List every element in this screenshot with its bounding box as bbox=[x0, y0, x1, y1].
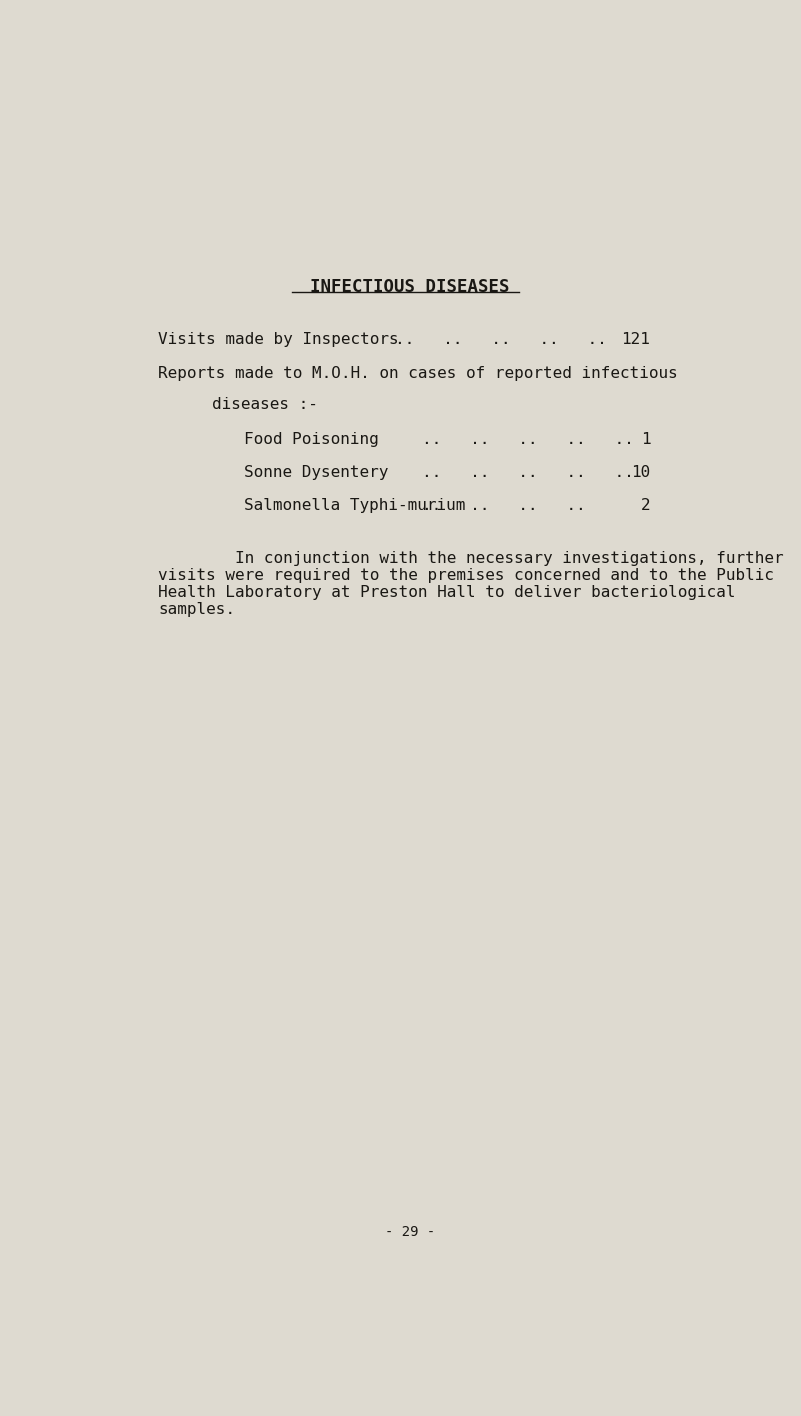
Text: Reports made to M.O.H. on cases of reported infectious: Reports made to M.O.H. on cases of repor… bbox=[159, 367, 678, 381]
Text: Food Poisoning: Food Poisoning bbox=[244, 432, 378, 446]
Text: - 29 -: - 29 - bbox=[385, 1225, 435, 1239]
Text: ..   ..   ..   ..: .. .. .. .. bbox=[422, 498, 586, 513]
Text: ..   ..   ..   ..   ..: .. .. .. .. .. bbox=[422, 432, 634, 446]
Text: visits were required to the premises concerned and to the Public: visits were required to the premises con… bbox=[159, 568, 775, 583]
Text: Sonne Dysentery: Sonne Dysentery bbox=[244, 464, 388, 480]
Text: 10: 10 bbox=[631, 464, 650, 480]
Text: Health Laboratory at Preston Hall to deliver bacteriological: Health Laboratory at Preston Hall to del… bbox=[159, 585, 736, 600]
Text: samples.: samples. bbox=[159, 602, 235, 617]
Text: INFECTIOUS DISEASES: INFECTIOUS DISEASES bbox=[310, 278, 510, 296]
Text: ..   ..   ..   ..   ..: .. .. .. .. .. bbox=[422, 464, 634, 480]
Text: Visits made by Inspectors: Visits made by Inspectors bbox=[159, 331, 399, 347]
Text: 121: 121 bbox=[622, 331, 650, 347]
Text: In conjunction with the necessary investigations, further: In conjunction with the necessary invest… bbox=[159, 551, 784, 566]
Text: Salmonella Typhi-murium: Salmonella Typhi-murium bbox=[244, 498, 465, 513]
Text: ..   ..   ..   ..   ..: .. .. .. .. .. bbox=[395, 331, 606, 347]
Text: 1: 1 bbox=[641, 432, 650, 446]
Text: 2: 2 bbox=[641, 498, 650, 513]
Text: diseases :-: diseases :- bbox=[212, 396, 318, 412]
